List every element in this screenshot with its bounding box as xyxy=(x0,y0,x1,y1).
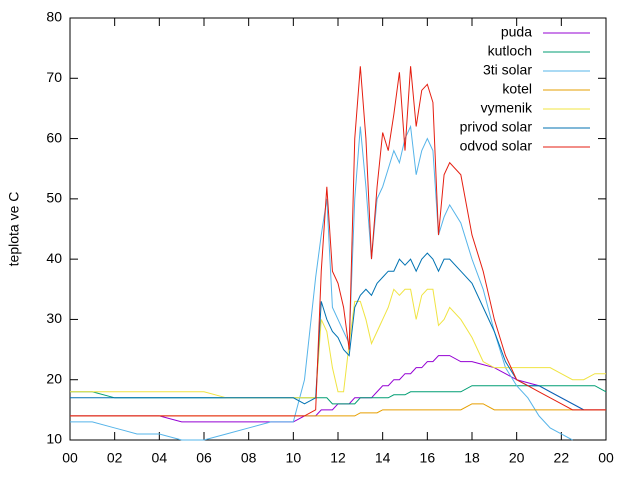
legend-label: kotel xyxy=(502,81,532,97)
x-tick-label: 00 xyxy=(598,450,614,466)
legend-label: puda xyxy=(501,24,532,40)
y-tick-label: 60 xyxy=(46,129,62,145)
y-axis-label: teplota ve C xyxy=(6,192,22,267)
x-tick-label: 02 xyxy=(107,450,123,466)
x-tick-label: 00 xyxy=(62,450,78,466)
legend-label: 3ti solar xyxy=(483,62,532,78)
x-tick-label: 18 xyxy=(464,450,480,466)
y-tick-label: 70 xyxy=(46,69,62,85)
x-tick-label: 22 xyxy=(554,450,570,466)
series-line xyxy=(70,66,606,417)
y-tick-label: 40 xyxy=(46,250,62,266)
legend-label: vymenik xyxy=(481,100,533,116)
x-tick-label: 10 xyxy=(286,450,302,466)
x-tick-label: 14 xyxy=(375,450,391,466)
y-tick-label: 30 xyxy=(46,310,62,326)
series-line xyxy=(70,252,584,411)
y-tick-label: 80 xyxy=(46,9,62,25)
legend-label: privod solar xyxy=(460,119,533,135)
series-line xyxy=(70,124,573,441)
legend-label: odvod solar xyxy=(460,138,533,154)
series-line xyxy=(70,403,606,417)
x-tick-label: 06 xyxy=(196,450,212,466)
y-tick-label: 50 xyxy=(46,190,62,206)
series-line xyxy=(70,288,606,399)
y-tick-label: 10 xyxy=(46,431,62,447)
x-tick-label: 04 xyxy=(152,450,168,466)
y-tick-label: 20 xyxy=(46,370,62,386)
x-tick-label: 08 xyxy=(241,450,257,466)
x-tick-label: 16 xyxy=(420,450,436,466)
series-line xyxy=(70,355,606,423)
legend-label: kutloch xyxy=(488,43,532,59)
x-tick-label: 12 xyxy=(330,450,346,466)
x-tick-label: 20 xyxy=(509,450,525,466)
